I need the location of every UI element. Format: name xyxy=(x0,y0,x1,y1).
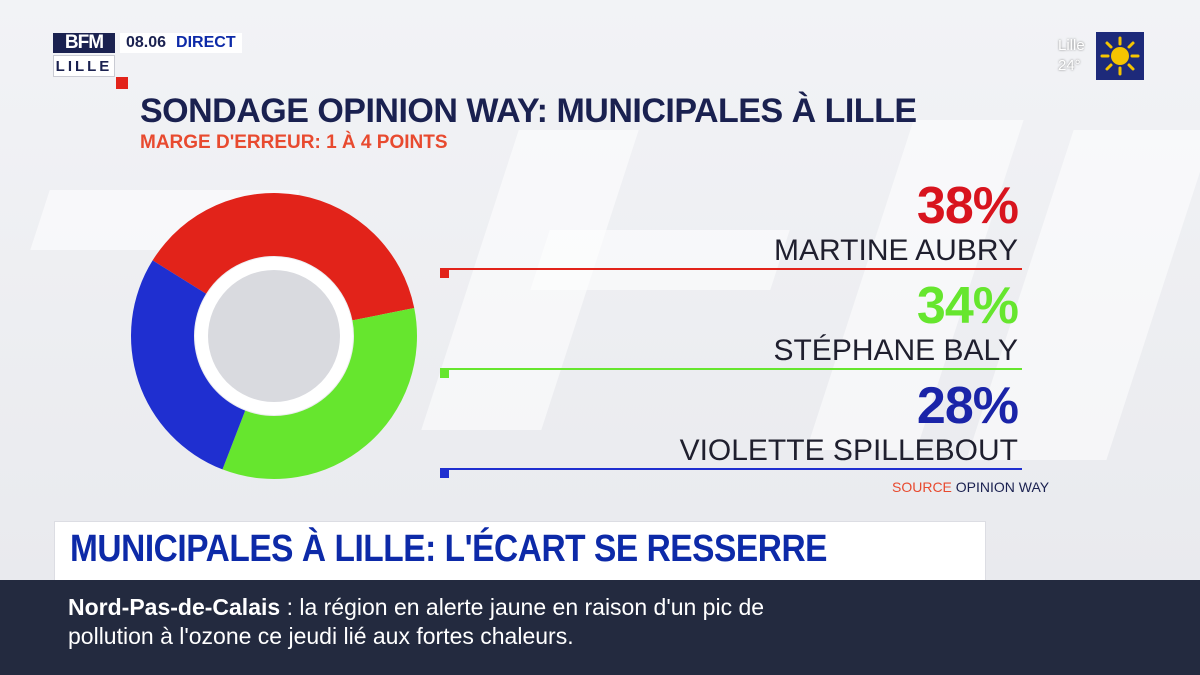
ticker-text-1: la région en alerte jaune en raison d'un… xyxy=(299,594,765,620)
ticker-separator: : xyxy=(286,594,293,620)
source-label: SOURCE xyxy=(892,479,952,495)
source-value: OPINION WAY xyxy=(955,479,1050,495)
logo-accent-square xyxy=(116,77,128,89)
ticker-line-2: pollution à l'ozone ce jeudi lié aux for… xyxy=(68,623,574,649)
news-ticker: Nord-Pas-de-Calais : la région en alerte… xyxy=(0,580,1200,675)
result-underline xyxy=(440,468,1022,470)
result-marker xyxy=(440,469,449,478)
result-percent: 28% xyxy=(916,377,1019,435)
result-candidate-name: STÉPHANE BALY xyxy=(773,334,1018,367)
slice-baly xyxy=(222,308,417,479)
sun-icon xyxy=(1100,36,1140,76)
live-badge: DIRECT xyxy=(176,34,236,51)
result-entry-3: 28% VIOLETTE SPILLEBOUT xyxy=(440,377,1022,478)
clock-bar: 08.06 DIRECT xyxy=(120,33,242,53)
result-underline xyxy=(440,268,1022,270)
headline-text: MUNICIPALES À LILLE: L'ÉCART SE RESSERRE xyxy=(70,528,828,570)
result-marker xyxy=(440,269,449,278)
result-candidate-name: VIOLETTE SPILLEBOUT xyxy=(679,434,1018,467)
weather-city: Lille xyxy=(1058,37,1085,54)
channel-logo-brand: BFM xyxy=(53,33,115,53)
channel-logo-city: LILLE xyxy=(53,55,115,77)
headline-banner: MUNICIPALES À LILLE: L'ÉCART SE RESSERRE xyxy=(55,522,985,580)
slice-aubry xyxy=(152,193,415,321)
donut-chart xyxy=(130,193,417,479)
donut-hole xyxy=(208,270,340,402)
result-entry-1: 38% MARTINE AUBRY xyxy=(440,177,1022,278)
clock-time: 08.06 xyxy=(126,34,167,51)
result-percent: 34% xyxy=(916,277,1019,335)
chart-source: SOURCE OPINION WAY xyxy=(892,479,1049,495)
result-marker xyxy=(440,369,449,378)
result-candidate-name: MARTINE AUBRY xyxy=(774,234,1018,267)
channel-logo: BFM LILLE xyxy=(53,33,115,79)
result-percent: 38% xyxy=(916,177,1019,235)
result-entry-2: 34% STÉPHANE BALY xyxy=(440,277,1022,378)
weather-widget xyxy=(1096,32,1144,80)
slice-spillebout xyxy=(130,260,246,470)
result-underline xyxy=(440,368,1022,370)
weather-temperature: 24° xyxy=(1058,57,1081,74)
chart-subtitle: MARGE D'ERREUR: 1 À 4 POINTS xyxy=(140,132,448,153)
ticker-region: Nord-Pas-de-Calais xyxy=(68,594,281,620)
chart-title: SONDAGE OPINION WAY: MUNICIPALES À LILLE xyxy=(140,92,917,130)
ticker-line-1: Nord-Pas-de-Calais : la région en alerte… xyxy=(68,594,764,621)
